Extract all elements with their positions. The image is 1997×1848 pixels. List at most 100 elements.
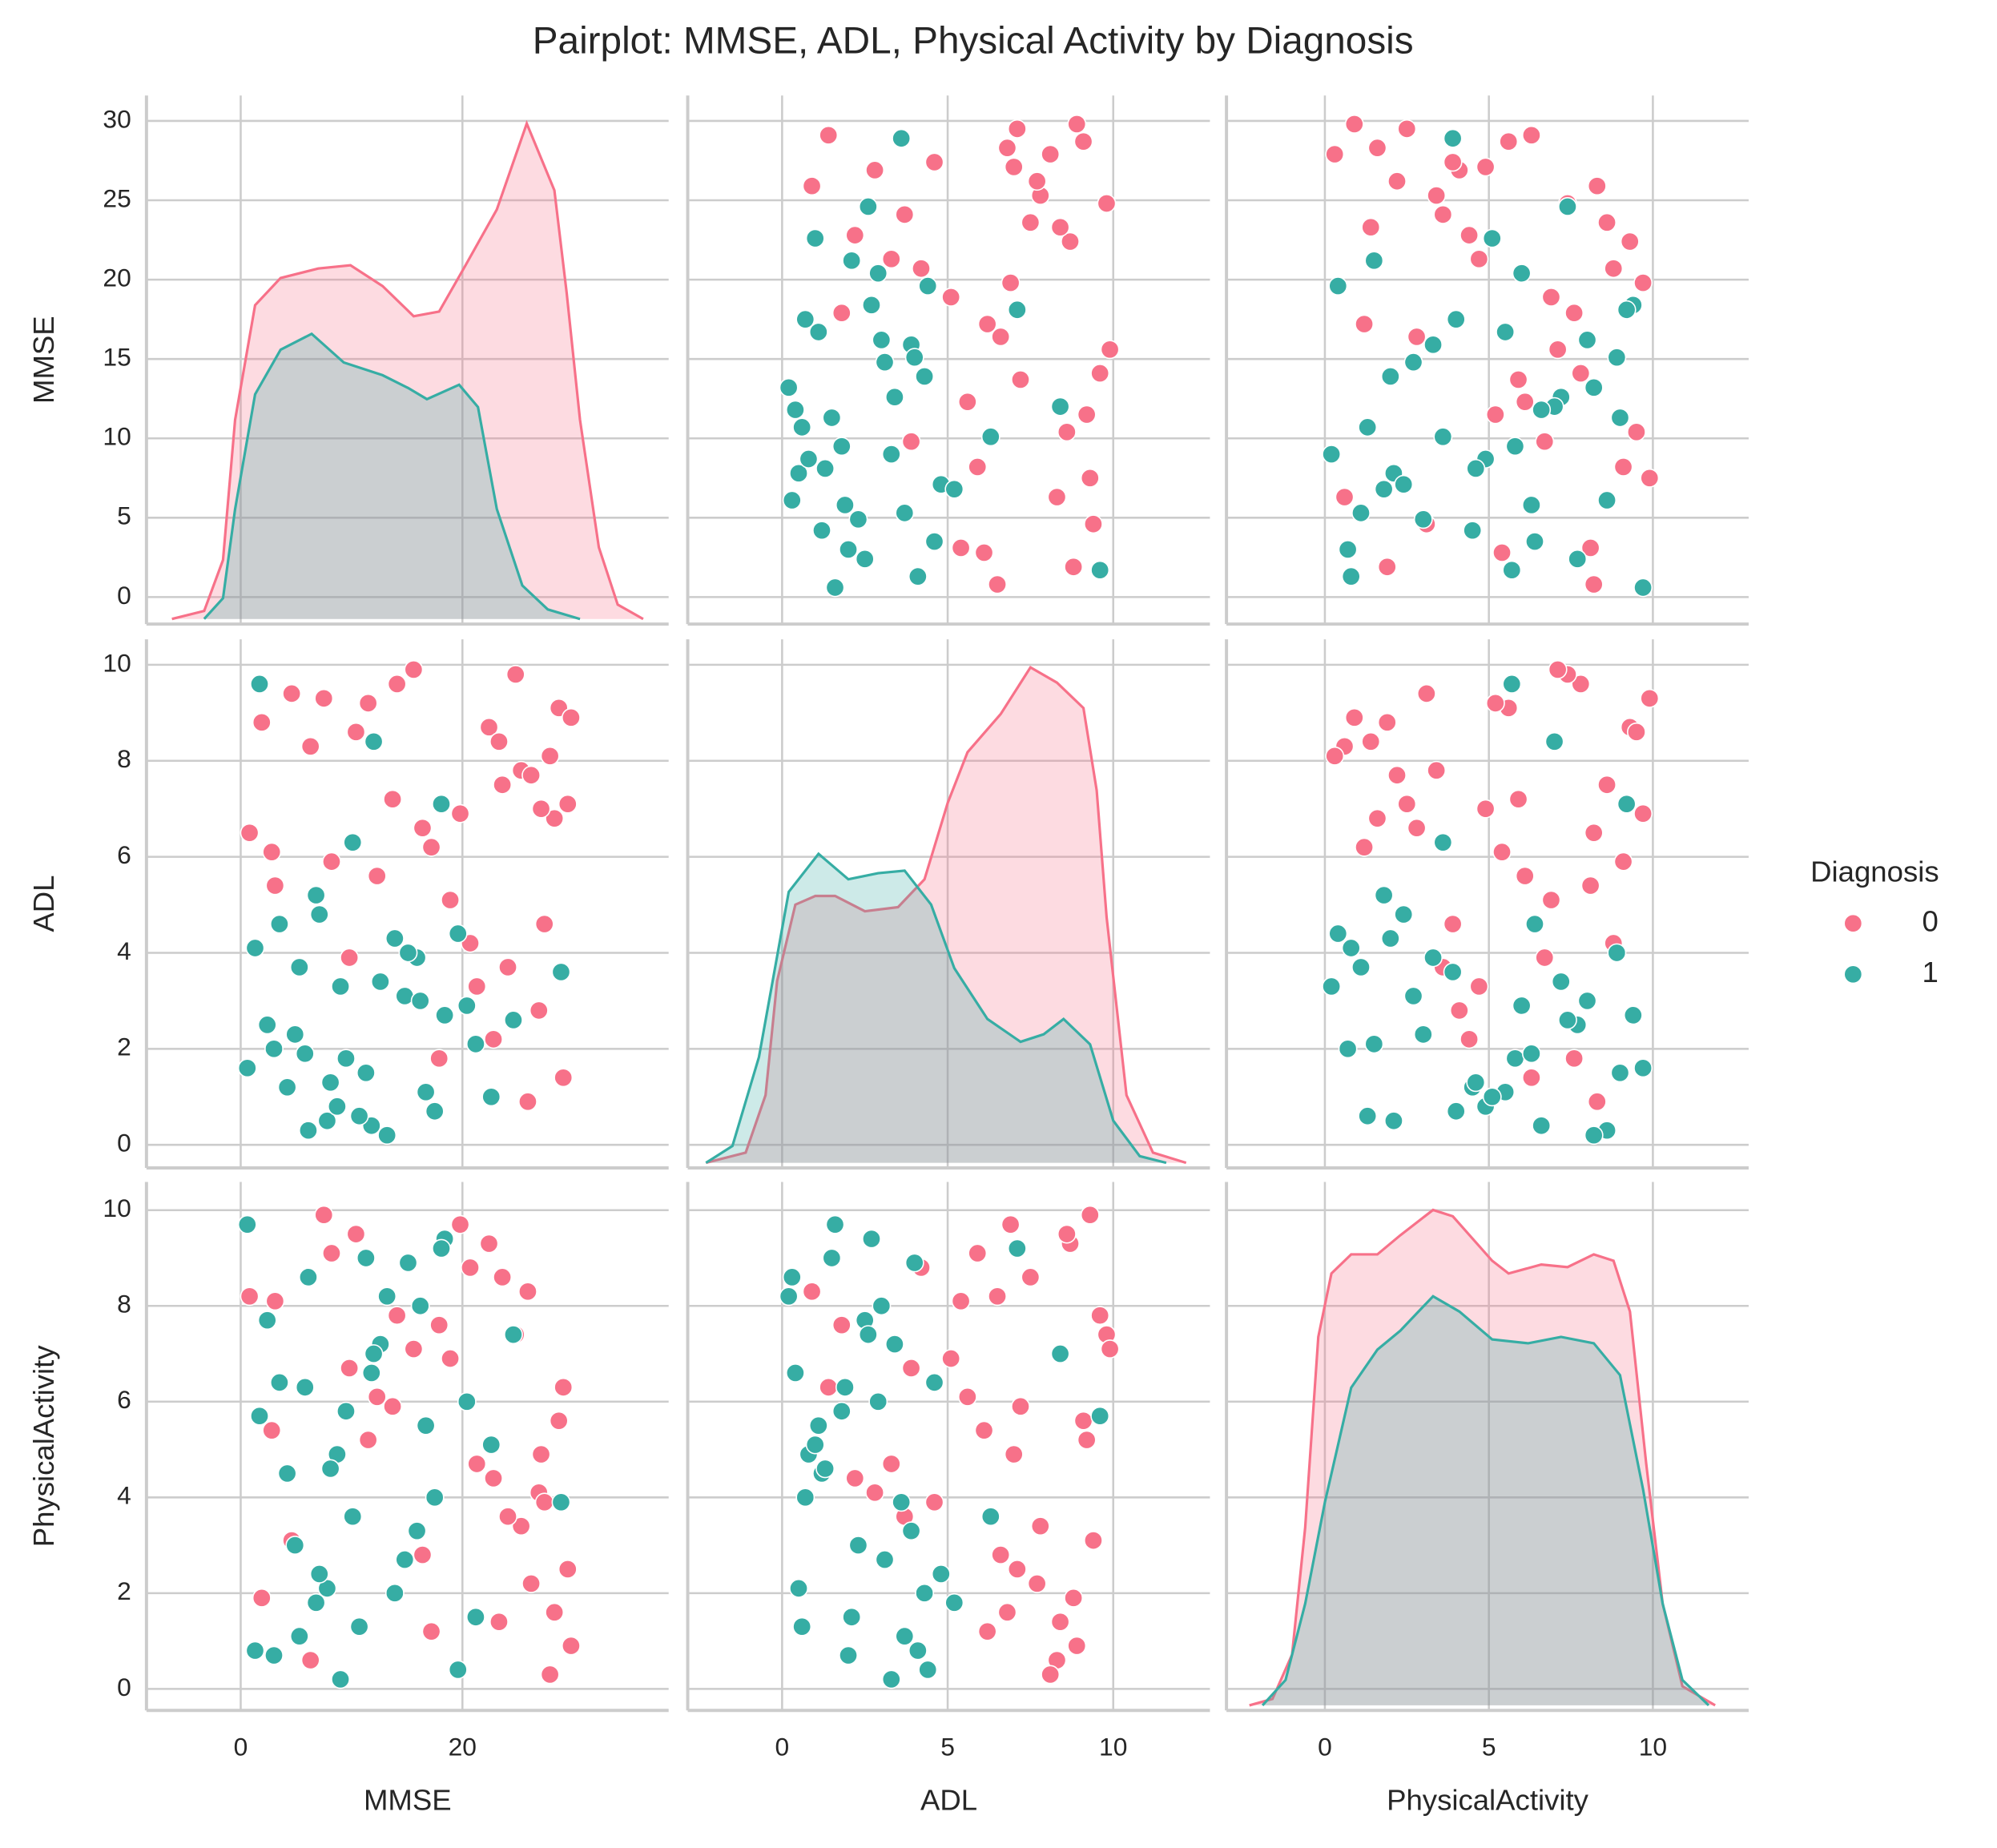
scatter-point <box>314 688 334 708</box>
scatter-point <box>785 400 805 420</box>
scatter-point <box>252 712 272 732</box>
scatter-point <box>881 1454 901 1474</box>
scatter-point <box>872 1296 892 1316</box>
scatter-point <box>977 314 997 334</box>
scatter-point <box>467 976 487 996</box>
scatter-point <box>300 736 320 756</box>
scatter-point <box>295 1044 315 1064</box>
scatter-point <box>1443 152 1463 172</box>
scatter-point <box>1541 890 1561 910</box>
scatter-point <box>1047 487 1067 507</box>
scatter-point <box>1030 1516 1050 1536</box>
scatter-point <box>1084 514 1103 534</box>
scatter-point <box>1064 557 1084 577</box>
scatter-point <box>250 674 269 694</box>
scatter-point <box>865 160 885 180</box>
scatter-point <box>1492 842 1512 862</box>
scatter-point <box>240 1286 260 1306</box>
scatter-point <box>340 1359 360 1378</box>
scatter-point <box>991 1545 1011 1564</box>
scatter-point <box>531 799 551 819</box>
scatter-point <box>1403 986 1423 1006</box>
scatter-point <box>872 330 892 350</box>
scatter-point <box>901 432 921 452</box>
scatter-point <box>1633 1058 1653 1078</box>
scatter-point <box>892 1492 912 1512</box>
scatter-point <box>1335 487 1355 507</box>
scatter-point <box>931 1564 951 1584</box>
scatter-point <box>285 1536 305 1556</box>
scatter-point <box>881 1669 901 1689</box>
scatter-point <box>825 578 845 598</box>
scatter-point <box>980 427 1001 447</box>
scatter-point <box>252 1588 272 1608</box>
y-tick-label: 2 <box>117 1576 131 1605</box>
scatter-point <box>1443 914 1463 934</box>
scatter-point <box>358 1430 378 1450</box>
scatter-point <box>518 1282 537 1302</box>
scatter-point <box>1446 309 1466 329</box>
scatter-point <box>1584 823 1604 843</box>
kde-area <box>203 333 581 619</box>
scatter-point <box>450 803 470 823</box>
scatter-point <box>881 445 901 464</box>
scatter-point <box>819 125 839 145</box>
scatter-point <box>1469 249 1489 269</box>
scatter-point <box>895 204 915 224</box>
scatter-point <box>1485 405 1505 425</box>
scatter-point <box>269 1372 289 1392</box>
scatter-point <box>1021 1267 1041 1287</box>
scatter-point <box>1532 1116 1552 1136</box>
scatter-point <box>1433 427 1453 447</box>
scatter-point <box>306 1592 326 1612</box>
y-tick-label: 6 <box>117 1385 131 1414</box>
scatter-point <box>1433 204 1453 224</box>
scatter-point <box>858 1325 878 1345</box>
scatter-point <box>951 538 971 558</box>
scatter-point <box>1521 495 1541 515</box>
scatter-point <box>425 1488 445 1508</box>
scatter-point <box>489 731 509 751</box>
scatter-point <box>835 1377 855 1397</box>
scatter-point <box>387 1306 407 1326</box>
scatter-point <box>1100 340 1120 360</box>
scatter-point <box>407 1521 427 1541</box>
scatter-point <box>493 775 513 795</box>
scatter-point <box>974 542 994 562</box>
scatter-point <box>1050 1612 1070 1632</box>
scatter-point <box>421 837 441 857</box>
scatter-point <box>245 938 265 958</box>
scatter-point <box>802 176 822 196</box>
scatter-point <box>1090 364 1110 383</box>
scatter-point <box>875 352 895 372</box>
scatter-point <box>924 1372 944 1392</box>
scatter-point <box>957 392 977 412</box>
scatter-point <box>421 1621 441 1641</box>
y-tick-label: 4 <box>117 1481 131 1510</box>
scatter-point <box>479 1234 499 1254</box>
scatter-point <box>554 1377 574 1397</box>
y-axis-label: ADL <box>27 876 60 932</box>
scatter-point <box>340 948 360 968</box>
scatter-point <box>1057 1224 1077 1244</box>
scatter-point <box>457 996 477 1016</box>
scatter-point <box>918 276 938 296</box>
kde-area <box>706 853 1166 1163</box>
y-tick-label: 20 <box>103 263 131 292</box>
x-tick-label: 5 <box>1482 1732 1496 1761</box>
scatter-point <box>785 1363 805 1383</box>
scatter-point <box>1407 818 1427 838</box>
scatter-point <box>997 1602 1017 1622</box>
scatter-point <box>1558 1010 1577 1030</box>
scatter-point <box>839 1645 858 1665</box>
scatter-point <box>1387 171 1407 191</box>
scatter-point <box>309 904 329 924</box>
scatter-point <box>845 1468 865 1488</box>
scatter-point <box>1380 928 1400 948</box>
scatter-point <box>327 1097 347 1117</box>
scatter-point <box>398 943 418 963</box>
scatter-point <box>1610 408 1630 428</box>
scatter-point <box>825 1214 845 1234</box>
scatter-point <box>450 1214 470 1234</box>
scatter-point <box>1397 119 1417 139</box>
